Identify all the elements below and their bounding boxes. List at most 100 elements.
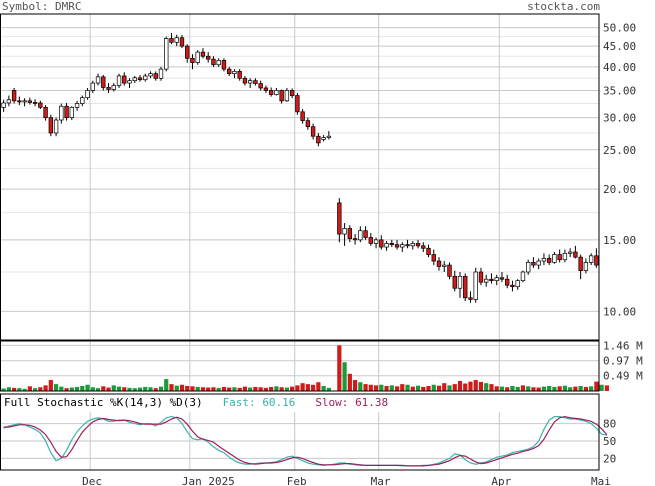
volume-bar (59, 386, 64, 391)
price-tick-label: 50.00 (603, 22, 636, 35)
candle-body (122, 75, 127, 84)
candle-body (415, 243, 421, 247)
candle-body (510, 284, 515, 288)
candle-body (588, 255, 594, 263)
volume-bar (143, 386, 148, 391)
volume-bar (573, 386, 578, 391)
symbol-label: Symbol: DMRC (2, 0, 82, 13)
volume-bar (421, 386, 426, 391)
volume-bar (457, 381, 463, 391)
volume-bar (410, 386, 415, 391)
candle-body (431, 254, 436, 262)
price-tick-label: 40.00 (603, 61, 636, 74)
candle-body (64, 105, 69, 118)
volume-bar (489, 384, 494, 391)
volume-bar (426, 386, 431, 391)
fast-value: 60.16 (262, 396, 296, 409)
candle-body (164, 38, 169, 70)
volume-bar (447, 385, 452, 391)
candle-body (394, 244, 400, 248)
candle-body (536, 260, 541, 266)
volume-bar (316, 382, 321, 391)
volume-bar (311, 384, 316, 391)
candle-body (253, 80, 258, 84)
candle-body (546, 258, 552, 263)
candle-body (242, 77, 248, 84)
candle-body (127, 80, 132, 84)
fast-label: Fast: (222, 396, 256, 409)
candle-body (195, 51, 200, 63)
volume-bar (190, 386, 195, 391)
candle-body (494, 277, 499, 282)
volume-bar (6, 387, 11, 391)
volume-bar (379, 384, 384, 391)
volume-bar (515, 386, 520, 391)
candle-body (158, 68, 164, 79)
price-tick-label: 10.00 (603, 305, 636, 318)
candle-body (137, 77, 143, 81)
volume-bar (279, 387, 284, 391)
volume-bar (206, 387, 211, 391)
candle-body (594, 255, 599, 266)
candle-body (489, 278, 494, 282)
volume-bar (111, 385, 116, 391)
panel-frame (0, 340, 600, 392)
candle-body (69, 107, 75, 118)
volume-bar (552, 386, 557, 391)
volume-bar (132, 388, 137, 391)
candle-body (143, 75, 148, 81)
volume-bar (400, 384, 405, 391)
volume-bar (604, 385, 609, 391)
volume-bar (1, 388, 6, 391)
volume-bar (389, 385, 394, 391)
volume-tick-label: 1.46 M (603, 339, 643, 352)
month-tick-label: Mai (591, 475, 611, 486)
candle-body (567, 251, 573, 254)
price-tick-label: 45.00 (603, 40, 636, 53)
month-tick-label: Mar (371, 475, 391, 486)
candle-body (22, 100, 27, 103)
volume-bar (578, 386, 583, 391)
candle-body (463, 275, 468, 299)
volume-bar (200, 387, 206, 391)
candle-body (389, 243, 394, 245)
stochastic-tick-label: 80 (603, 418, 616, 431)
volume-bar (153, 388, 158, 391)
volume-bar (64, 388, 69, 391)
volume-bar (326, 387, 331, 391)
volume-bar (363, 384, 368, 391)
candle-body (185, 45, 190, 59)
candle-body (541, 258, 547, 262)
candle-body (268, 90, 274, 95)
candle-body (562, 252, 568, 261)
volume-bar (526, 386, 531, 391)
candle-body (499, 277, 505, 280)
candle-body (326, 135, 332, 138)
candle-body (116, 75, 122, 86)
volume-bar (547, 386, 552, 391)
candle-body (74, 103, 80, 108)
volume-bar (347, 373, 352, 391)
volume-bar (305, 384, 310, 391)
candle-body (316, 135, 321, 144)
volume-bar (17, 388, 22, 391)
volume-bar (300, 383, 305, 391)
price-tick-label: 35.00 (603, 84, 636, 97)
candle-body (90, 82, 95, 91)
volume-bar (116, 386, 122, 391)
candle-body (505, 278, 510, 286)
volume-bar (38, 387, 43, 391)
brand-label: stockta.com (527, 0, 600, 13)
candle-body (457, 275, 463, 289)
grid (1, 14, 600, 470)
volume-bar (337, 345, 342, 391)
candle-body (263, 87, 269, 91)
volume-bar (562, 385, 568, 391)
candle-body (452, 275, 457, 289)
volume-bar (352, 380, 358, 391)
price-tick-label: 20.00 (603, 183, 636, 196)
candle-body (101, 76, 106, 88)
volume-bar (568, 387, 573, 391)
volume-bar (137, 387, 143, 391)
